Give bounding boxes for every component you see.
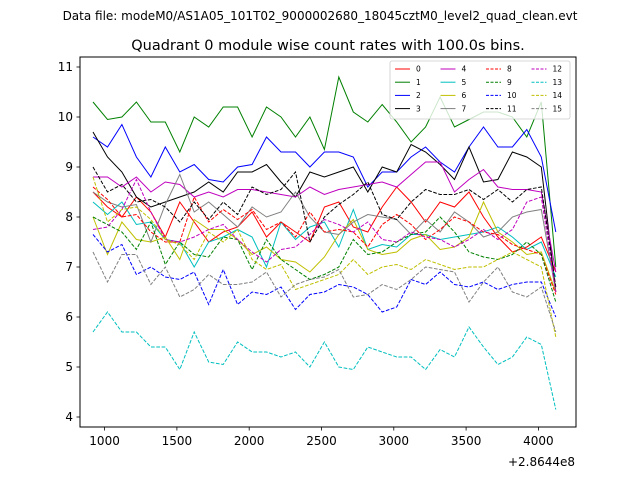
axes-frame (79, 56, 577, 428)
series-line-9 (92, 216, 557, 303)
x-axis-ticks: 1000 1500 2000 2500 3000 3500 4000 (89, 427, 554, 448)
series-line-0 (92, 186, 557, 273)
legend-label-12: 12 (553, 65, 563, 74)
chart-title: Quadrant 0 module wise count rates with … (131, 38, 525, 54)
series-line-5 (92, 201, 557, 278)
y-tick-label: 8 (65, 210, 73, 224)
legend-label-0: 0 (416, 65, 421, 74)
plot-area: 1000 1500 2000 2500 3000 3500 4000 4567891011 … (58, 56, 577, 469)
x-offset-label: +2.8644e8 (508, 455, 575, 469)
y-tick-label: 9 (65, 160, 73, 174)
legend-label-4: 4 (462, 65, 467, 74)
series-line-2 (92, 123, 557, 233)
legend-label-13: 13 (553, 78, 563, 87)
x-tick-label: 1500 (162, 434, 193, 448)
series-line-11 (92, 166, 557, 288)
legend-label-2: 2 (416, 91, 421, 100)
y-tick-label: 11 (58, 60, 73, 74)
series-line-6 (92, 200, 557, 293)
x-tick-label: 4000 (523, 434, 554, 448)
legend-label-5: 5 (462, 78, 467, 87)
x-tick-label: 2000 (234, 434, 265, 448)
legend-label-9: 9 (507, 78, 512, 87)
legend-label-15: 15 (553, 104, 563, 113)
x-tick-label: 3500 (451, 434, 482, 448)
legend-label-10: 10 (507, 91, 517, 100)
series-line-3 (92, 131, 557, 293)
legend-label-1: 1 (416, 78, 421, 87)
series-line-13 (92, 311, 557, 410)
series-line-10 (92, 234, 557, 318)
legend-box (389, 60, 571, 120)
legend-label-14: 14 (553, 91, 563, 100)
legend-label-8: 8 (507, 65, 512, 74)
y-tick-label: 6 (65, 310, 73, 324)
figure-suptitle: Data file: modeM0/AS1A05_101T02_90000026… (63, 9, 578, 23)
series-line-14 (92, 176, 557, 338)
series-line-8 (92, 186, 557, 295)
legend-label-6: 6 (462, 91, 467, 100)
y-axis-ticks: 4 5 6 7 8 9 10 11 (58, 60, 80, 424)
legend-label-11: 11 (507, 104, 517, 113)
x-tick-label: 1000 (89, 434, 120, 448)
x-tick-label: 2500 (306, 434, 337, 448)
y-tick-label: 7 (65, 260, 73, 274)
legend-label-7: 7 (462, 104, 467, 113)
y-tick-label: 4 (65, 410, 73, 424)
series-lines (92, 75, 557, 410)
x-tick-label: 3000 (379, 434, 410, 448)
y-tick-label: 5 (65, 360, 73, 374)
series-line-4 (93, 161, 557, 273)
series-line-12 (92, 178, 557, 293)
legend-label-3: 3 (416, 104, 421, 113)
y-tick-label: 10 (58, 110, 73, 124)
series-line-15 (92, 251, 557, 333)
